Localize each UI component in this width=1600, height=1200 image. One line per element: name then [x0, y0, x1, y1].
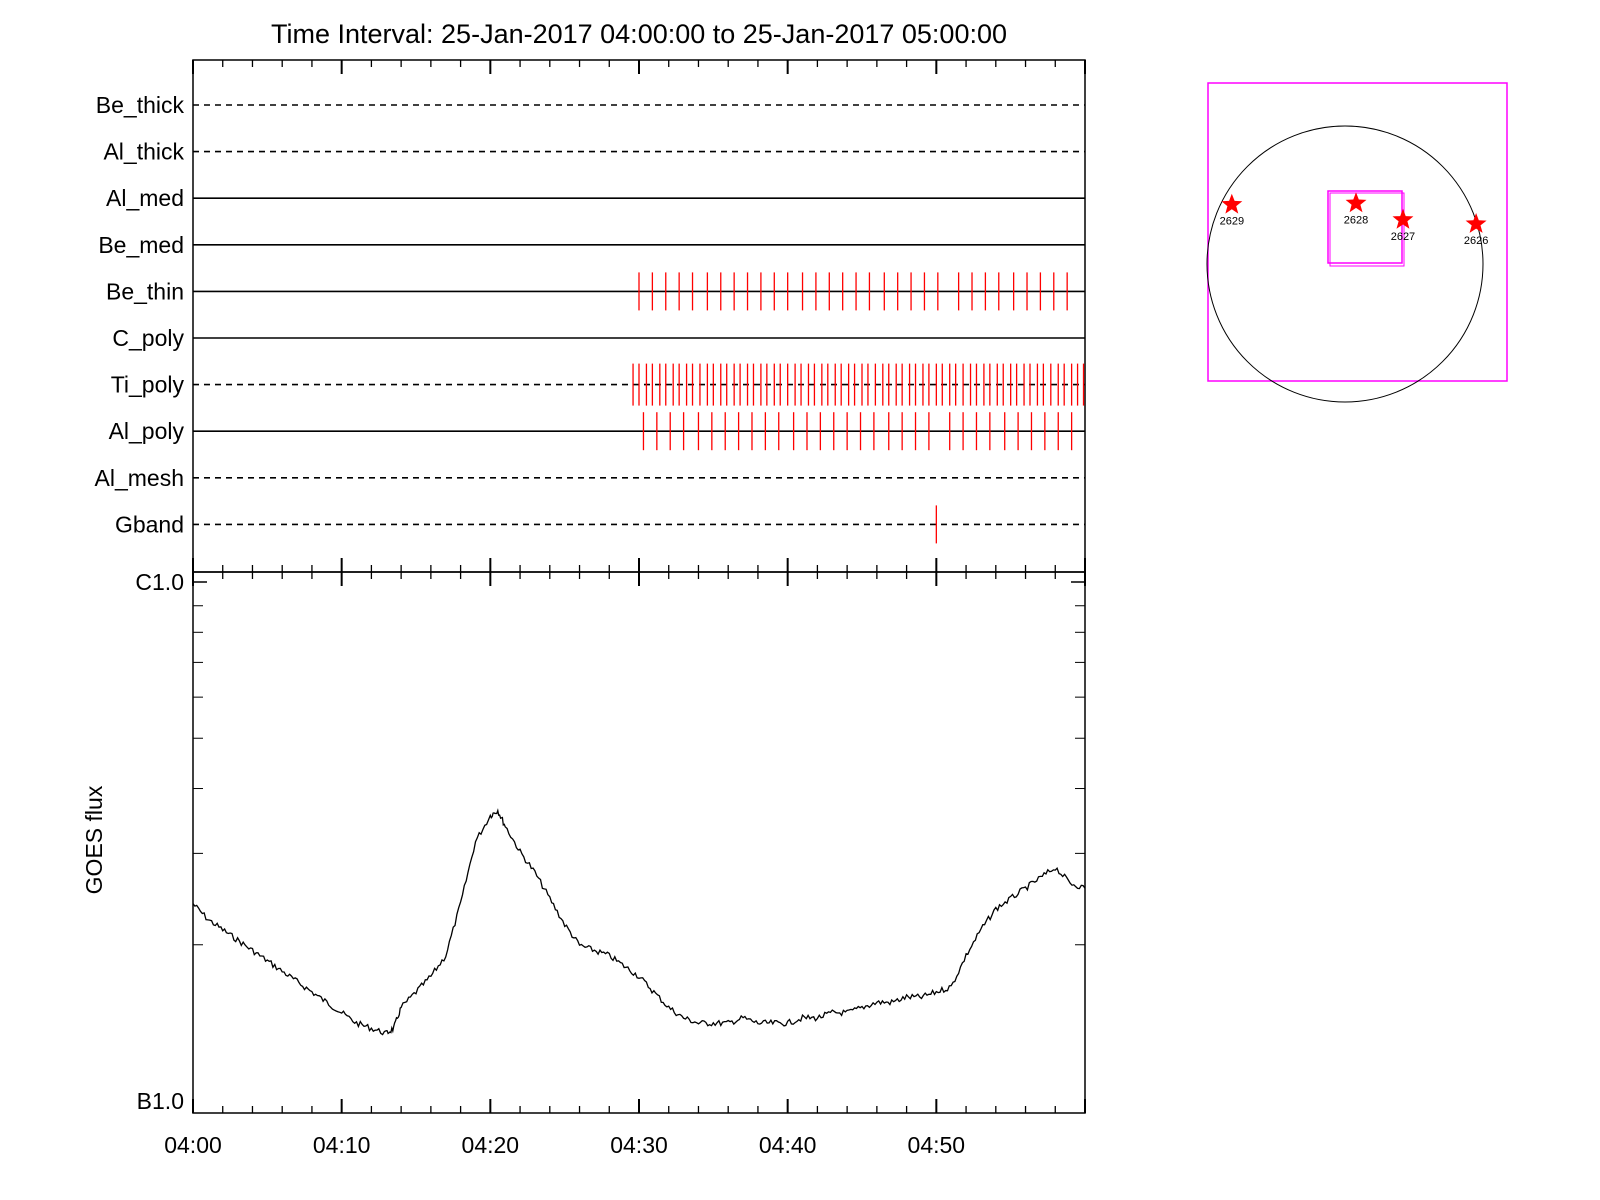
active-region-marker — [1465, 213, 1487, 233]
row-label: Al_med — [106, 185, 184, 211]
timeline-frame — [192, 59, 1086, 573]
x-tick-label: 04:40 — [759, 1132, 817, 1158]
active-region-label: 2628 — [1344, 214, 1368, 226]
time-axis: 04:00 04:10 04:20 04:30 04:40 04:50 — [164, 1132, 965, 1158]
chart-title: Time Interval: 25-Jan-2017 04:00:00 to 2… — [271, 19, 1007, 49]
row-label: Gband — [115, 511, 184, 537]
row-label: Be_thin — [106, 278, 184, 304]
pointing-box — [1329, 192, 1405, 267]
row-label: Be_thick — [96, 92, 185, 118]
goes-frame — [192, 571, 1086, 1114]
x-tick-label: 04:50 — [908, 1132, 966, 1158]
active-region-marker — [1392, 208, 1414, 229]
row-label: Ti_poly — [111, 372, 185, 398]
x-tick-label: 04:10 — [313, 1132, 371, 1158]
x-tick-label: 04:30 — [610, 1132, 668, 1158]
timeline-panel: Be_thick Al_thick Al_med Be_med Be_thin C_pol… — [95, 59, 1086, 586]
y-tick-label: B1.0 — [137, 1088, 184, 1114]
active-region-marker — [1221, 193, 1243, 214]
x-tick-label: 04:00 — [164, 1132, 222, 1158]
y-axis-label: GOES flux — [81, 785, 107, 894]
active-region-label: 2627 — [1391, 231, 1415, 243]
row-label: Al_mesh — [95, 465, 184, 491]
active-region-label: 2626 — [1464, 235, 1488, 247]
active-region-label: 2629 — [1220, 216, 1244, 228]
solar-disk — [1206, 125, 1484, 403]
x-tick-label: 04:20 — [462, 1132, 520, 1158]
goes-flux-panel: C1.0 B1.0 GOES flux — [81, 569, 1086, 1114]
solar-disk-locator: 2629 2628 2627 2626 — [1206, 82, 1508, 403]
row-label: Be_med — [98, 232, 184, 258]
active-region-marker — [1345, 192, 1367, 213]
row-label: Al_thick — [103, 139, 184, 165]
field-of-view-box — [1207, 82, 1508, 382]
y-tick-label: C1.0 — [135, 569, 184, 595]
pointing-box — [1327, 190, 1403, 264]
goes-flux-line — [192, 808, 1086, 1036]
row-label: C_poly — [112, 325, 184, 351]
row-label: Al_poly — [109, 418, 185, 444]
